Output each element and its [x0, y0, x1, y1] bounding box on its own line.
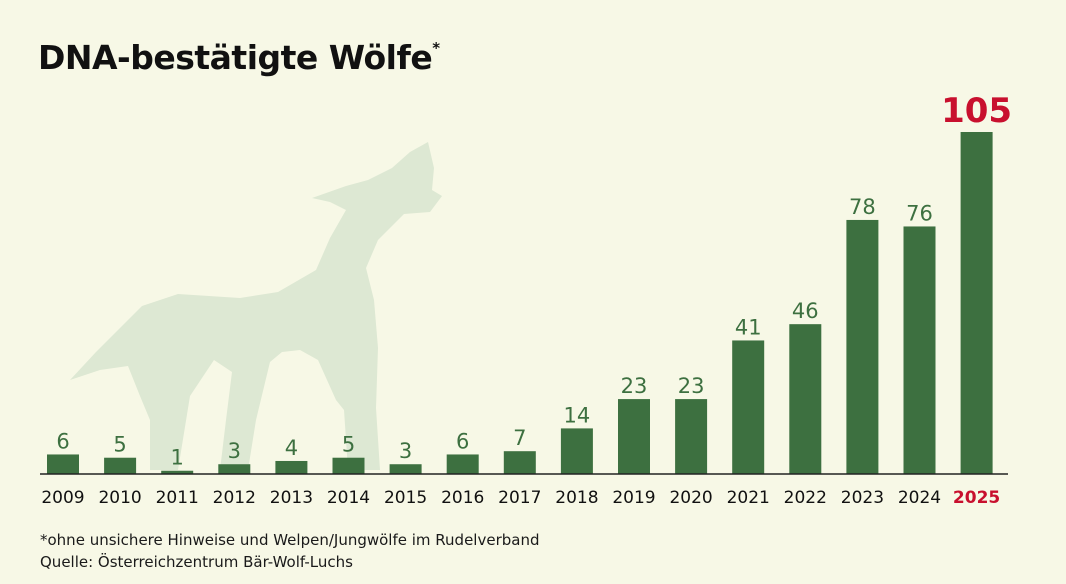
- x-tick-label-2014: 2014: [327, 488, 370, 508]
- bar-2021: [732, 340, 765, 474]
- x-tick-label-2024: 2024: [898, 488, 941, 508]
- bar-2015: [389, 464, 422, 474]
- x-tick-label-2016: 2016: [441, 488, 484, 508]
- bar-2014: [332, 457, 365, 474]
- title-footnote-marker: *: [432, 39, 440, 57]
- x-tick-label-2010: 2010: [98, 488, 141, 508]
- wolf-silhouette-icon: [70, 142, 442, 470]
- value-label-2025: 105: [941, 91, 1012, 131]
- bar-2011: [161, 470, 194, 474]
- bar-2020: [675, 399, 708, 474]
- bar-2018: [560, 428, 593, 474]
- x-tick-label-2012: 2012: [213, 488, 256, 508]
- value-label-2013: 4: [285, 436, 298, 460]
- x-tick-label-2022: 2022: [784, 488, 827, 508]
- value-label-2019: 23: [621, 374, 648, 398]
- value-label-2011: 1: [171, 446, 184, 470]
- x-tick-label-2018: 2018: [555, 488, 598, 508]
- x-tick-label-2020: 2020: [669, 488, 712, 508]
- value-label-2009: 6: [56, 429, 69, 453]
- source-note: Quelle: Österreichzentrum Bär-Wolf-Luchs: [40, 553, 353, 571]
- x-tick-label-2017: 2017: [498, 488, 541, 508]
- x-tick-label-2009: 2009: [41, 488, 84, 508]
- x-tick-labels-group: 2009 2010 2011 2012 2013 2014 2015 2016 2017 2018…: [41, 488, 1000, 508]
- value-labels-group: 6 5 1 3 4 5 3 6 7 14 23 23 41 46 78 76 105: [56, 91, 1012, 470]
- bar-2022: [789, 324, 822, 474]
- x-tick-label-2015: 2015: [384, 488, 427, 508]
- x-tick-label-2023: 2023: [841, 488, 884, 508]
- value-label-2022: 46: [792, 299, 819, 323]
- value-label-2012: 3: [228, 439, 241, 463]
- value-label-2015: 3: [399, 439, 412, 463]
- x-tick-label-2019: 2019: [612, 488, 655, 508]
- value-label-2024: 76: [906, 201, 933, 225]
- title-text: DNA-bestätigte Wölfe: [38, 38, 433, 77]
- bar-2017: [503, 451, 536, 474]
- bar-2009: [47, 454, 79, 474]
- footnote: *ohne unsichere Hinweise und Welpen/Jung…: [40, 531, 540, 549]
- x-tick-label-2021: 2021: [727, 488, 770, 508]
- value-label-2020: 23: [678, 374, 705, 398]
- bar-2019: [618, 399, 650, 474]
- bar-2013: [275, 460, 308, 474]
- value-label-2021: 41: [735, 315, 762, 339]
- value-label-2017: 7: [513, 426, 526, 450]
- bar-2016: [446, 454, 479, 474]
- value-label-2016: 6: [456, 429, 469, 453]
- bar-2025: [960, 132, 993, 474]
- bar-2024: [903, 226, 936, 474]
- x-tick-label-2025: 2025: [953, 488, 1000, 508]
- value-label-2023: 78: [849, 195, 876, 219]
- value-label-2014: 5: [342, 433, 355, 457]
- value-label-2010: 5: [113, 433, 126, 457]
- bars-group: [47, 132, 993, 474]
- x-tick-label-2013: 2013: [270, 488, 313, 508]
- bar-2010: [104, 457, 137, 474]
- value-label-2018: 14: [564, 403, 591, 427]
- bar-2012: [218, 464, 251, 474]
- bar-2023: [846, 219, 879, 474]
- x-tick-label-2011: 2011: [156, 488, 199, 508]
- chart-title: DNA-bestätigte Wölfe*: [38, 38, 440, 77]
